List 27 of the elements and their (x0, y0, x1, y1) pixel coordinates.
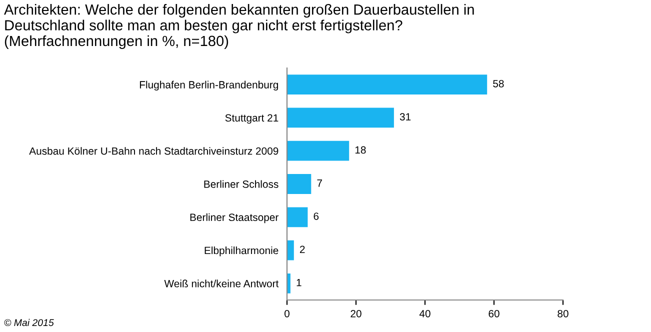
x-tick-label: 20 (350, 310, 362, 318)
data-label: 7 (317, 180, 322, 187)
y-tick-label: Weiß nicht/keine Antwort (164, 280, 279, 288)
text: © Mai 2015 (4, 318, 54, 326)
y-tick-label: Stuttgart 21 (225, 114, 278, 124)
bar (287, 108, 394, 128)
bar (287, 174, 312, 194)
bar (287, 140, 350, 161)
bar (287, 207, 308, 228)
y-tick-label: Berliner Staatsoper (190, 213, 278, 224)
x-tick-label: 60 (488, 310, 500, 318)
data-label: 31 (400, 113, 411, 121)
x-tick-label: 80 (558, 310, 568, 318)
y-tick-label: Elbphilharmonie (204, 246, 278, 256)
data-label: 2 (300, 246, 305, 253)
y-tick-label: Ausbau Kölner U-Bahn nach Stadtarchiveinsturz 2009 (29, 147, 278, 155)
x-tick-label: 0 (284, 310, 290, 318)
chart-title: Architekten: Welche der folgenden bekannten großen Dauerbaustellen in Deutschland sollte man am besten gar nicht erst fertigstellen? (Mehrfachnennungen in %, n=180) (4, 4, 474, 50)
x-tick-label: 40 (419, 310, 430, 318)
data-label: 1 (296, 278, 302, 286)
y-tick-label: Flughafen Berlin-Brandenburg (140, 80, 278, 91)
y-tick-label: Berliner Schloss (204, 180, 278, 188)
bar (287, 240, 294, 260)
data-label: 18 (355, 146, 366, 154)
data-label: 6 (314, 212, 319, 220)
data-label: 58 (493, 80, 504, 88)
bar (287, 74, 488, 95)
